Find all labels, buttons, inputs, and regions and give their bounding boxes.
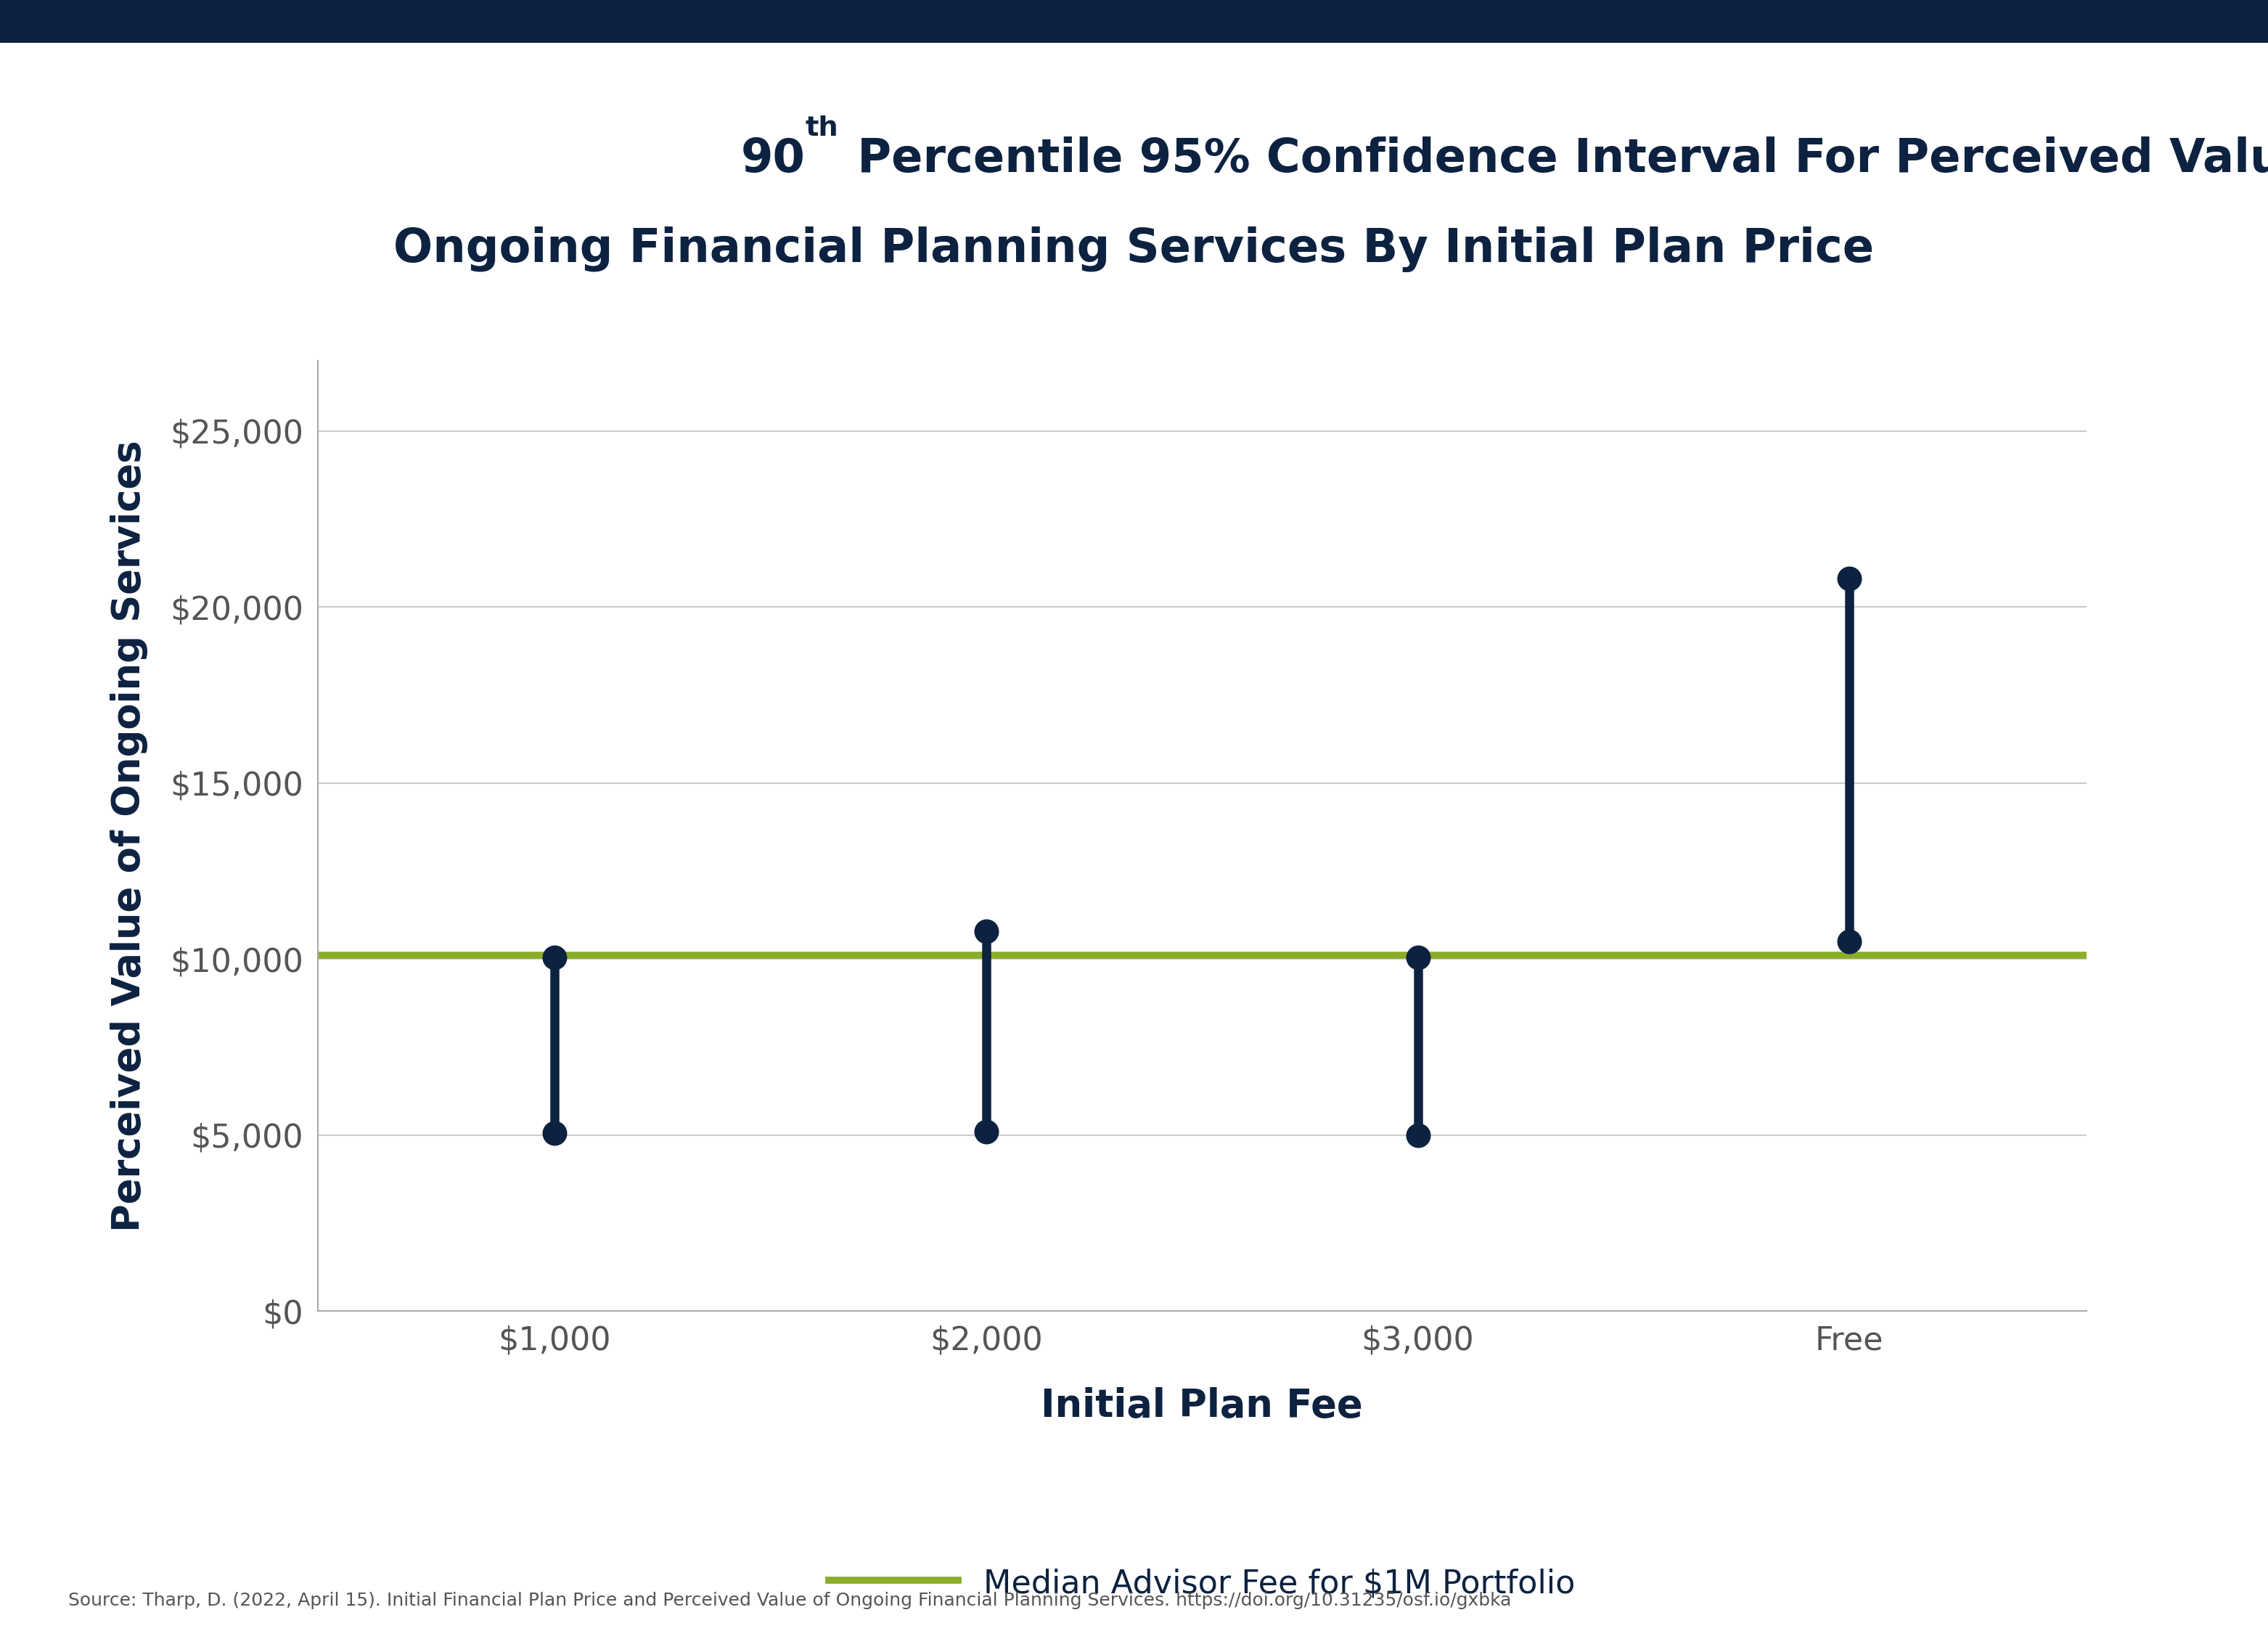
Y-axis label: Perceived Value of Ongoing Services: Perceived Value of Ongoing Services: [109, 439, 147, 1233]
Text: Ongoing Financial Planning Services By Initial Plan Price: Ongoing Financial Planning Services By I…: [395, 226, 1873, 272]
Text: th: th: [805, 116, 839, 143]
Point: [538, 1121, 574, 1147]
Point: [968, 918, 1005, 944]
Text: 90: 90: [742, 136, 805, 182]
Point: [1399, 944, 1436, 970]
Text: Source: Tharp, D. (2022, April 15). Initial Financial Plan Price and Perceived V: Source: Tharp, D. (2022, April 15). Init…: [68, 1591, 1510, 1609]
Point: [1399, 1123, 1436, 1149]
Legend: Median Advisor Fee for $1M Portfolio: Median Advisor Fee for $1M Portfolio: [828, 1567, 1576, 1600]
Point: [968, 1118, 1005, 1144]
Point: [538, 944, 574, 970]
X-axis label: Initial Plan Fee: Initial Plan Fee: [1041, 1387, 1363, 1424]
Point: [1830, 928, 1867, 954]
Point: [1830, 565, 1867, 592]
Text: Percentile 95% Confidence Interval For Perceived Value Of: Percentile 95% Confidence Interval For P…: [841, 136, 2268, 182]
